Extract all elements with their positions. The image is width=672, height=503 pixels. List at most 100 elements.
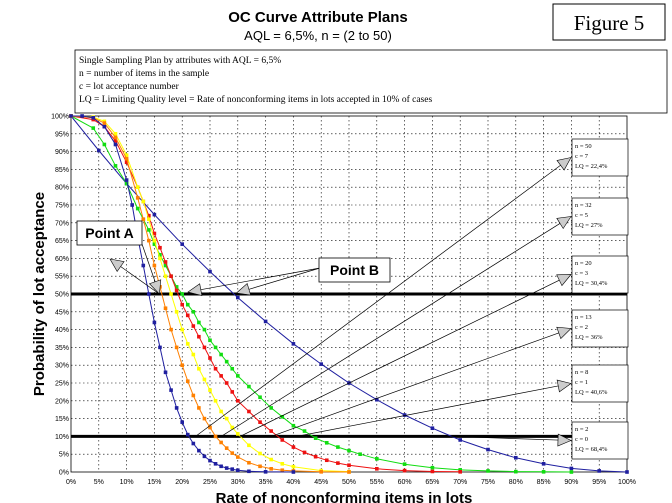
data-point <box>258 464 262 469</box>
x-axis-label: Rate of nonconforming items in lots <box>216 490 473 503</box>
data-point <box>208 269 212 274</box>
data-point <box>180 292 184 296</box>
data-point <box>158 253 162 257</box>
data-point <box>236 432 240 436</box>
figure-label: Figure 5 <box>574 11 645 35</box>
arrow-head <box>235 282 252 296</box>
plan-box-n: n = 2 <box>575 426 588 433</box>
data-point <box>174 288 179 293</box>
x-tick-label: 5% <box>94 479 104 486</box>
data-point <box>202 345 207 350</box>
data-point <box>191 310 196 314</box>
data-point <box>236 374 240 378</box>
legend-line-4: LQ = Limiting Quality level = Rate of no… <box>79 94 432 105</box>
data-point <box>135 185 140 189</box>
plan-box-lq: LQ = 36% <box>575 334 603 341</box>
x-tick-label: 45% <box>314 479 328 486</box>
data-point <box>302 429 307 433</box>
data-point <box>336 461 340 465</box>
x-tick-label: 25% <box>203 479 217 486</box>
data-point <box>291 342 296 346</box>
data-point <box>141 217 146 222</box>
data-point <box>158 245 162 250</box>
x-tick-label: 55% <box>370 479 384 486</box>
data-point <box>169 292 173 296</box>
data-point <box>180 420 184 424</box>
data-point <box>180 327 184 332</box>
data-point <box>208 425 212 430</box>
y-tick-label: 90% <box>55 149 69 156</box>
y-tick-label: 70% <box>55 220 69 227</box>
data-point <box>208 338 212 343</box>
x-tick-label: 90% <box>564 479 578 486</box>
data-point <box>569 470 574 474</box>
data-point <box>236 295 240 300</box>
data-point <box>402 413 407 417</box>
chart-title: OC Curve Attribute Plans <box>228 9 407 26</box>
point-b-box <box>318 257 391 283</box>
data-point <box>219 409 223 414</box>
data-point <box>91 115 96 120</box>
plan-box-8: n = 8 c = 1 LQ = 40,6% <box>571 364 629 403</box>
data-point <box>230 390 235 394</box>
y-tick-label: 65% <box>55 238 69 245</box>
data-point <box>458 468 462 472</box>
data-point <box>147 217 151 222</box>
plan-box-n: n = 13 <box>575 314 592 321</box>
data-point <box>80 114 84 118</box>
point-a-arrow-reverse <box>109 258 160 295</box>
data-point <box>180 242 184 246</box>
data-point <box>230 451 235 455</box>
data-point <box>247 384 251 389</box>
data-point <box>219 464 223 469</box>
y-tick-label: 95% <box>55 131 69 138</box>
y-tick-label: 25% <box>55 381 69 388</box>
data-point <box>208 458 212 463</box>
legend-line-3: c = lot acceptance number <box>79 82 180 92</box>
point-a-arrow <box>141 243 162 295</box>
data-point <box>269 429 273 433</box>
data-point <box>130 203 134 207</box>
point-a-label: Point A <box>85 225 133 241</box>
x-tick-label: 20% <box>175 479 189 486</box>
data-point <box>102 124 107 129</box>
data-point <box>197 366 201 371</box>
data-point <box>224 416 229 421</box>
data-point <box>185 302 190 307</box>
data-point <box>280 468 285 473</box>
data-point <box>224 359 229 364</box>
y-tick-label: 45% <box>55 309 69 316</box>
data-point <box>213 366 218 371</box>
arrow-shaft <box>220 223 561 437</box>
data-point <box>430 469 435 474</box>
data-point <box>236 468 240 473</box>
data-point <box>147 238 151 243</box>
data-point <box>202 327 207 332</box>
x-tick-label: 15% <box>147 479 161 486</box>
data-point <box>213 399 218 403</box>
data-point <box>102 142 107 147</box>
data-point <box>208 356 212 360</box>
data-point <box>152 320 157 325</box>
arrow-head <box>556 157 572 171</box>
data-point <box>174 406 179 410</box>
data-point <box>347 463 351 468</box>
y-tick-label: 5% <box>59 452 69 459</box>
data-point <box>202 416 207 421</box>
data-point <box>219 374 223 378</box>
data-point <box>180 363 184 367</box>
x-tick-label: 95% <box>592 479 606 486</box>
data-point <box>197 320 201 325</box>
data-point <box>291 470 296 474</box>
data-point <box>152 212 157 217</box>
data-point <box>430 426 435 431</box>
x-tick-label: 70% <box>453 479 467 486</box>
data-point <box>291 445 296 449</box>
data-point <box>152 238 157 243</box>
data-point <box>236 399 240 403</box>
data-point <box>174 310 179 314</box>
y-tick-label: 15% <box>55 416 69 423</box>
data-point <box>247 460 251 465</box>
plan-box-frame <box>571 255 629 294</box>
